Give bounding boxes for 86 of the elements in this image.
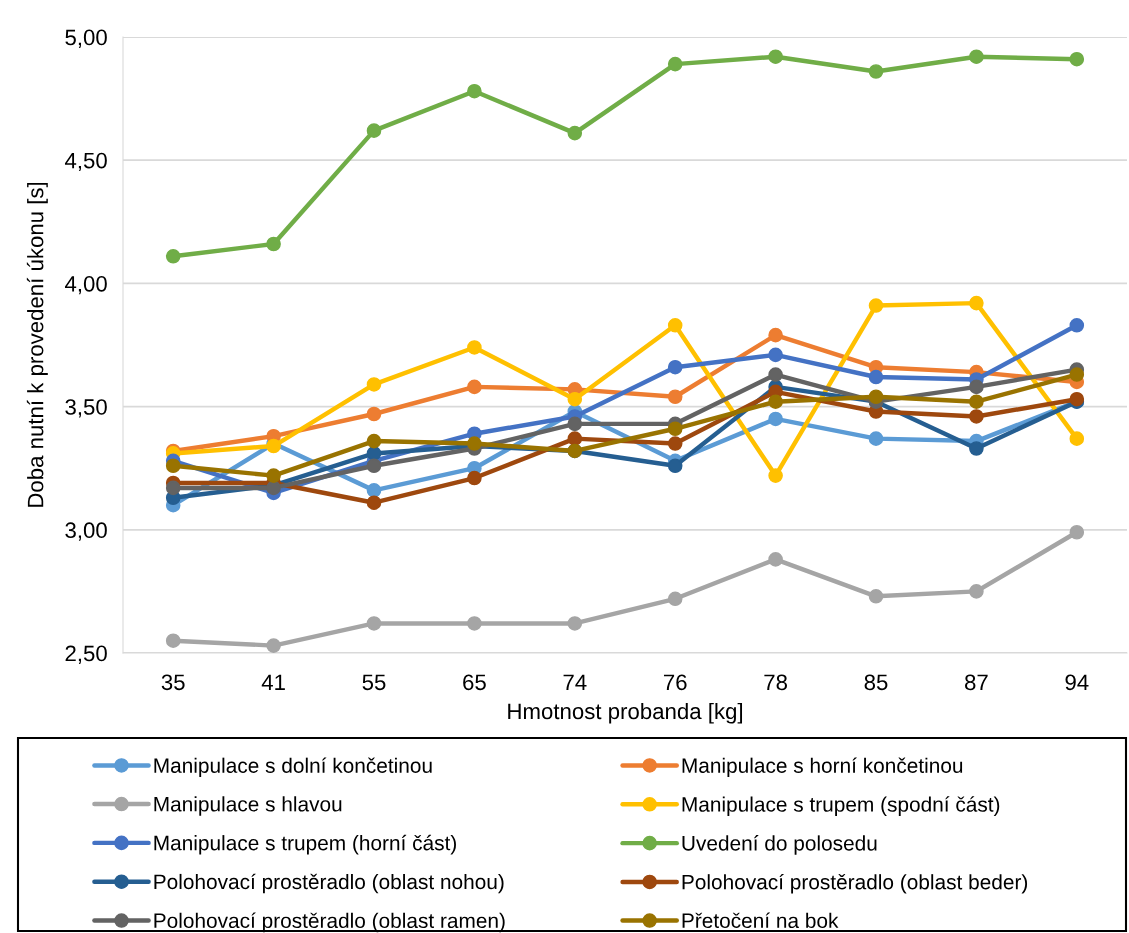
point	[1069, 51, 1085, 67]
legend-label: Manipulace s trupem (horní část)	[154, 834, 456, 855]
point	[165, 633, 181, 648]
point	[1069, 524, 1085, 540]
legend-label: Manipulace s dolní končetinou	[154, 757, 432, 778]
x-tick-label: 35	[161, 674, 185, 691]
point	[467, 470, 482, 486]
point	[567, 391, 583, 407]
y-tick-label: 3,50	[65, 399, 107, 418]
point	[868, 369, 884, 385]
point	[667, 458, 683, 474]
point	[868, 298, 884, 313]
point	[366, 123, 382, 138]
legend-label: Manipulace s horní končetinou	[682, 757, 963, 778]
point	[768, 367, 783, 382]
legend-label: Manipulace s hlavou	[154, 796, 342, 816]
legend-label: Přetočení na bok	[682, 912, 839, 929]
point	[667, 56, 683, 72]
point	[567, 125, 583, 141]
point	[165, 249, 181, 264]
point	[768, 49, 783, 65]
x-tick-label: 74	[563, 674, 587, 690]
point	[667, 436, 683, 451]
point	[768, 468, 783, 483]
point	[165, 458, 181, 474]
x-tick-label: 94	[1065, 674, 1089, 691]
y-tick-label: 3,00	[65, 522, 107, 541]
y-tick-label: 4,50	[64, 152, 107, 172]
y-tick-label: 4,00	[64, 275, 107, 295]
point	[366, 377, 382, 392]
x-tick-label: 55	[362, 674, 386, 691]
point	[567, 416, 583, 432]
point	[467, 340, 482, 355]
x-tick-label: 85	[864, 674, 888, 691]
point	[467, 83, 482, 99]
point	[868, 389, 884, 405]
point	[868, 431, 884, 446]
point	[768, 327, 783, 343]
point	[969, 49, 984, 65]
y-axis-title: Doba nutní k provedení úkonu [s]	[26, 182, 48, 507]
point	[969, 394, 984, 409]
point	[165, 480, 181, 496]
legend-label: Polohovací prostěradlo (oblast nohou)	[154, 873, 504, 894]
point	[366, 495, 382, 510]
point	[768, 347, 783, 363]
point	[1069, 431, 1085, 446]
x-tick-label: 87	[965, 674, 988, 691]
point	[1069, 317, 1085, 333]
point	[467, 616, 482, 631]
point	[868, 64, 884, 79]
point	[667, 591, 683, 607]
point	[969, 441, 984, 456]
point	[667, 421, 683, 437]
y-tick-label: 2,50	[65, 645, 107, 664]
legend-label: Manipulace s trupem (spodní část)	[682, 796, 1000, 816]
legend-label: Polohovací prostěradlo (oblast ramen)	[154, 912, 505, 933]
legend-label: Uvedení do polosedu	[682, 835, 877, 855]
point	[366, 616, 382, 631]
x-tick-label: 41	[261, 674, 285, 690]
point	[567, 431, 583, 446]
point	[366, 406, 382, 422]
point	[667, 359, 683, 375]
point	[366, 433, 382, 449]
point	[768, 411, 783, 427]
point	[969, 295, 984, 311]
point	[667, 317, 683, 333]
point	[969, 584, 984, 599]
x-tick-label: 78	[764, 674, 787, 691]
legend-label: Polohovací prostěradlo (oblast beder)	[682, 873, 1028, 894]
point	[266, 468, 281, 483]
point	[467, 379, 482, 395]
point	[366, 483, 382, 498]
point	[266, 638, 281, 653]
y-tick-label: 5,00	[65, 29, 107, 48]
point	[969, 409, 984, 424]
point	[1069, 367, 1085, 382]
x-tick-label: 76	[663, 674, 687, 691]
point	[667, 389, 683, 405]
point	[969, 379, 984, 395]
x-axis-title: Hmotnost probanda [kg]	[508, 702, 743, 724]
point	[567, 616, 583, 631]
point	[266, 236, 281, 252]
x-tick-label: 65	[463, 674, 486, 691]
point	[768, 552, 783, 567]
point	[868, 589, 884, 604]
point	[768, 394, 783, 409]
